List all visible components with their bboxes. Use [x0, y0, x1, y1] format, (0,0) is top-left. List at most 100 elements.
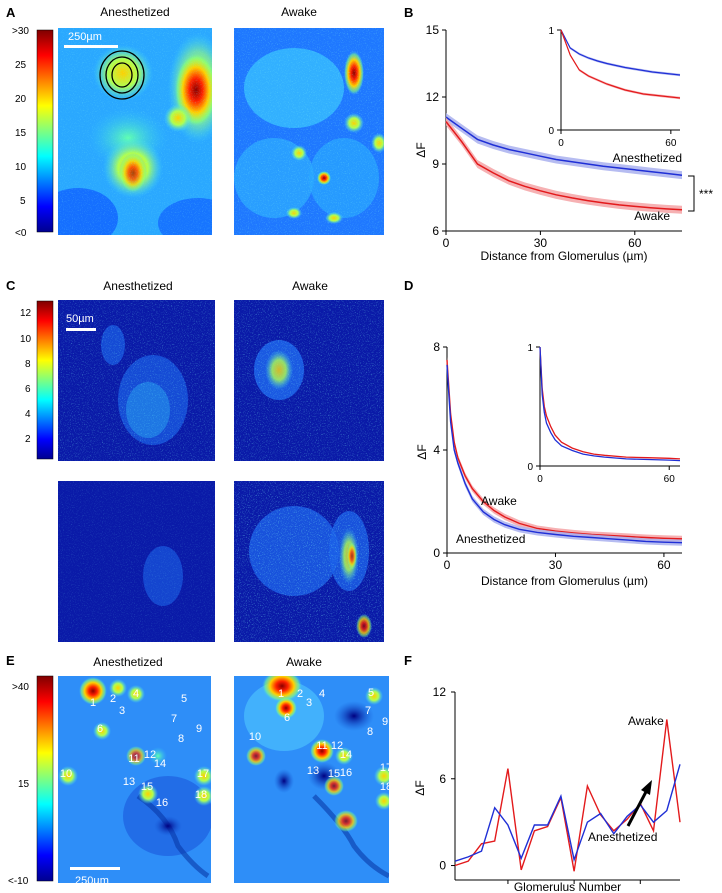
colorbar-tick: 10: [20, 334, 32, 345]
x-tick-label: 0: [558, 138, 564, 149]
series-band-awake: [447, 356, 682, 542]
panel-c-anesthetized-map-top: [58, 300, 215, 461]
panel-c-colorbar: [36, 300, 54, 460]
colorbar-tick: 15: [18, 779, 30, 790]
y-tick-label: 12: [433, 685, 447, 699]
panel-c-awake-map-top: [234, 300, 384, 461]
x-tick-label: 0: [444, 558, 451, 572]
series-line-awake: [560, 29, 681, 99]
y-tick-label: 1: [548, 26, 554, 37]
significance-marker: ***: [699, 187, 713, 201]
glomerulus-label-anesthetized: 12: [144, 749, 156, 761]
colorbar-tick: 12: [20, 308, 32, 319]
y-axis-label: ΔF: [413, 780, 427, 795]
panel-e-awake-map: [234, 676, 389, 883]
series-line-awake: [446, 359, 683, 540]
x-tick-label: 60: [628, 236, 642, 250]
glomerulus-label-awake: 14: [340, 749, 352, 761]
panel-c-anesthetized-map-bottom: [58, 481, 215, 642]
significance-bracket: [688, 175, 695, 212]
panel-a-awake-map: [234, 28, 384, 235]
colorbar-tick: 15: [15, 128, 27, 139]
colorbar-tick: <-10: [8, 876, 29, 887]
panel-c-label: C: [6, 278, 16, 293]
panel-e-scale-bar-label: 250µm: [75, 875, 109, 887]
y-tick-label: 0: [433, 546, 440, 560]
series-line-awake: [445, 121, 683, 211]
glomerulus-label-awake: 18: [380, 781, 392, 793]
glomerulus-label-awake: 1: [278, 688, 284, 700]
series-label-anesthetized: Anesthetized: [613, 151, 682, 165]
panel-d-label: D: [404, 278, 413, 293]
annotation-arrow-head: [641, 780, 652, 795]
colorbar-tick: 2: [25, 434, 31, 445]
series-label-anesthetized: Anesthetized: [456, 532, 525, 546]
y-tick-label: 1: [527, 343, 533, 354]
y-tick-label: 8: [433, 340, 440, 354]
series-line-anesthetized: [560, 29, 681, 76]
glomerulus-label-awake: 6: [284, 712, 290, 724]
glomerulus-label-anesthetized: 3: [119, 705, 125, 717]
series-line-anesthetized: [445, 116, 683, 176]
x-tick-label: 60: [657, 558, 671, 572]
colorbar-tick: 10: [15, 162, 27, 173]
y-tick-label: 4: [433, 443, 440, 457]
series-band-anesthetized: [447, 361, 682, 546]
colorbar-tick: 8: [25, 359, 31, 370]
y-tick-label: 6: [432, 224, 439, 238]
x-axis-label: Distance from Glomerulus (µm): [481, 249, 648, 263]
glomerulus-label-awake: 16: [340, 767, 352, 779]
glomerulus-label-awake: 2: [297, 688, 303, 700]
glomerulus-label-anesthetized: 8: [178, 733, 184, 745]
glomerulus-label-awake: 10: [249, 731, 261, 743]
panel-e-awake-title: Awake: [286, 655, 322, 669]
glomerulus-label-awake: 7: [365, 705, 371, 717]
glomerulus-label-anesthetized: 18: [195, 789, 207, 801]
y-tick-label: 0: [548, 126, 554, 137]
glomerulus-label-awake: 12: [331, 740, 343, 752]
glomerulus-label-anesthetized: 6: [97, 723, 103, 735]
glomerulus-label-anesthetized: 11: [128, 753, 139, 765]
glomerulus-label-awake: 9: [382, 716, 388, 728]
panel-a-label: A: [6, 5, 16, 20]
colorbar-tick: >30: [12, 26, 29, 37]
series-line-awake: [454, 719, 681, 872]
x-tick-label: 30: [549, 558, 563, 572]
panel-e-colorbar: [36, 675, 54, 882]
panel-a-colorbar: [36, 29, 54, 233]
y-tick-label: 12: [426, 90, 440, 104]
x-tick-label: 0: [443, 236, 450, 250]
glomerulus-label-anesthetized: 10: [60, 768, 72, 780]
glomerulus-label-anesthetized: 15: [141, 781, 153, 793]
panel-a-anesthetized-title: Anesthetized: [100, 5, 169, 19]
panel-c-awake-title: Awake: [292, 279, 328, 293]
panel-e-anesthetized-map: [58, 676, 211, 883]
series-line-anesthetized: [446, 364, 683, 544]
colorbar-tick: 5: [20, 196, 26, 207]
panel-a-colorbar-ticks: >30 25 20 15 10 5 <0: [12, 26, 29, 239]
glomerulus-label-anesthetized: 14: [154, 758, 166, 770]
x-tick-label: 60: [665, 138, 677, 149]
panel-f-chart: 0 6 12 Glomerulus Number ΔF Awake Anesthetized: [413, 685, 681, 893]
glomerulus-label-awake: 8: [367, 726, 373, 738]
x-tick-label: 60: [664, 474, 676, 485]
colorbar-tick: 4: [25, 409, 31, 420]
glomerulus-label-anesthetized: 5: [181, 693, 187, 705]
panel-c-awake-map-bottom: [234, 481, 384, 642]
glomerulus-label-anesthetized: 4: [133, 688, 139, 700]
glomerulus-label-awake: 11: [316, 740, 327, 752]
x-tick-label: 30: [534, 236, 548, 250]
panel-e-colorbar-ticks: >40 15 <-10: [8, 682, 30, 887]
panel-b-label: B: [404, 5, 413, 20]
panel-c-colorbar-ticks: 12 10 8 6 4 2: [20, 308, 32, 445]
panel-a-scale-bar-label: 250µm: [68, 31, 102, 43]
y-tick-label: 9: [432, 157, 439, 171]
glomerulus-label-anesthetized: 13: [123, 776, 135, 788]
series-label-awake: Awake: [481, 494, 517, 508]
x-axis-label: Glomerulus Number: [514, 880, 621, 893]
y-tick-label: 6: [439, 772, 446, 786]
colorbar-tick: 6: [25, 384, 31, 395]
annotation-arrow-shaft: [626, 787, 650, 827]
colorbar-tick: 20: [15, 94, 27, 105]
